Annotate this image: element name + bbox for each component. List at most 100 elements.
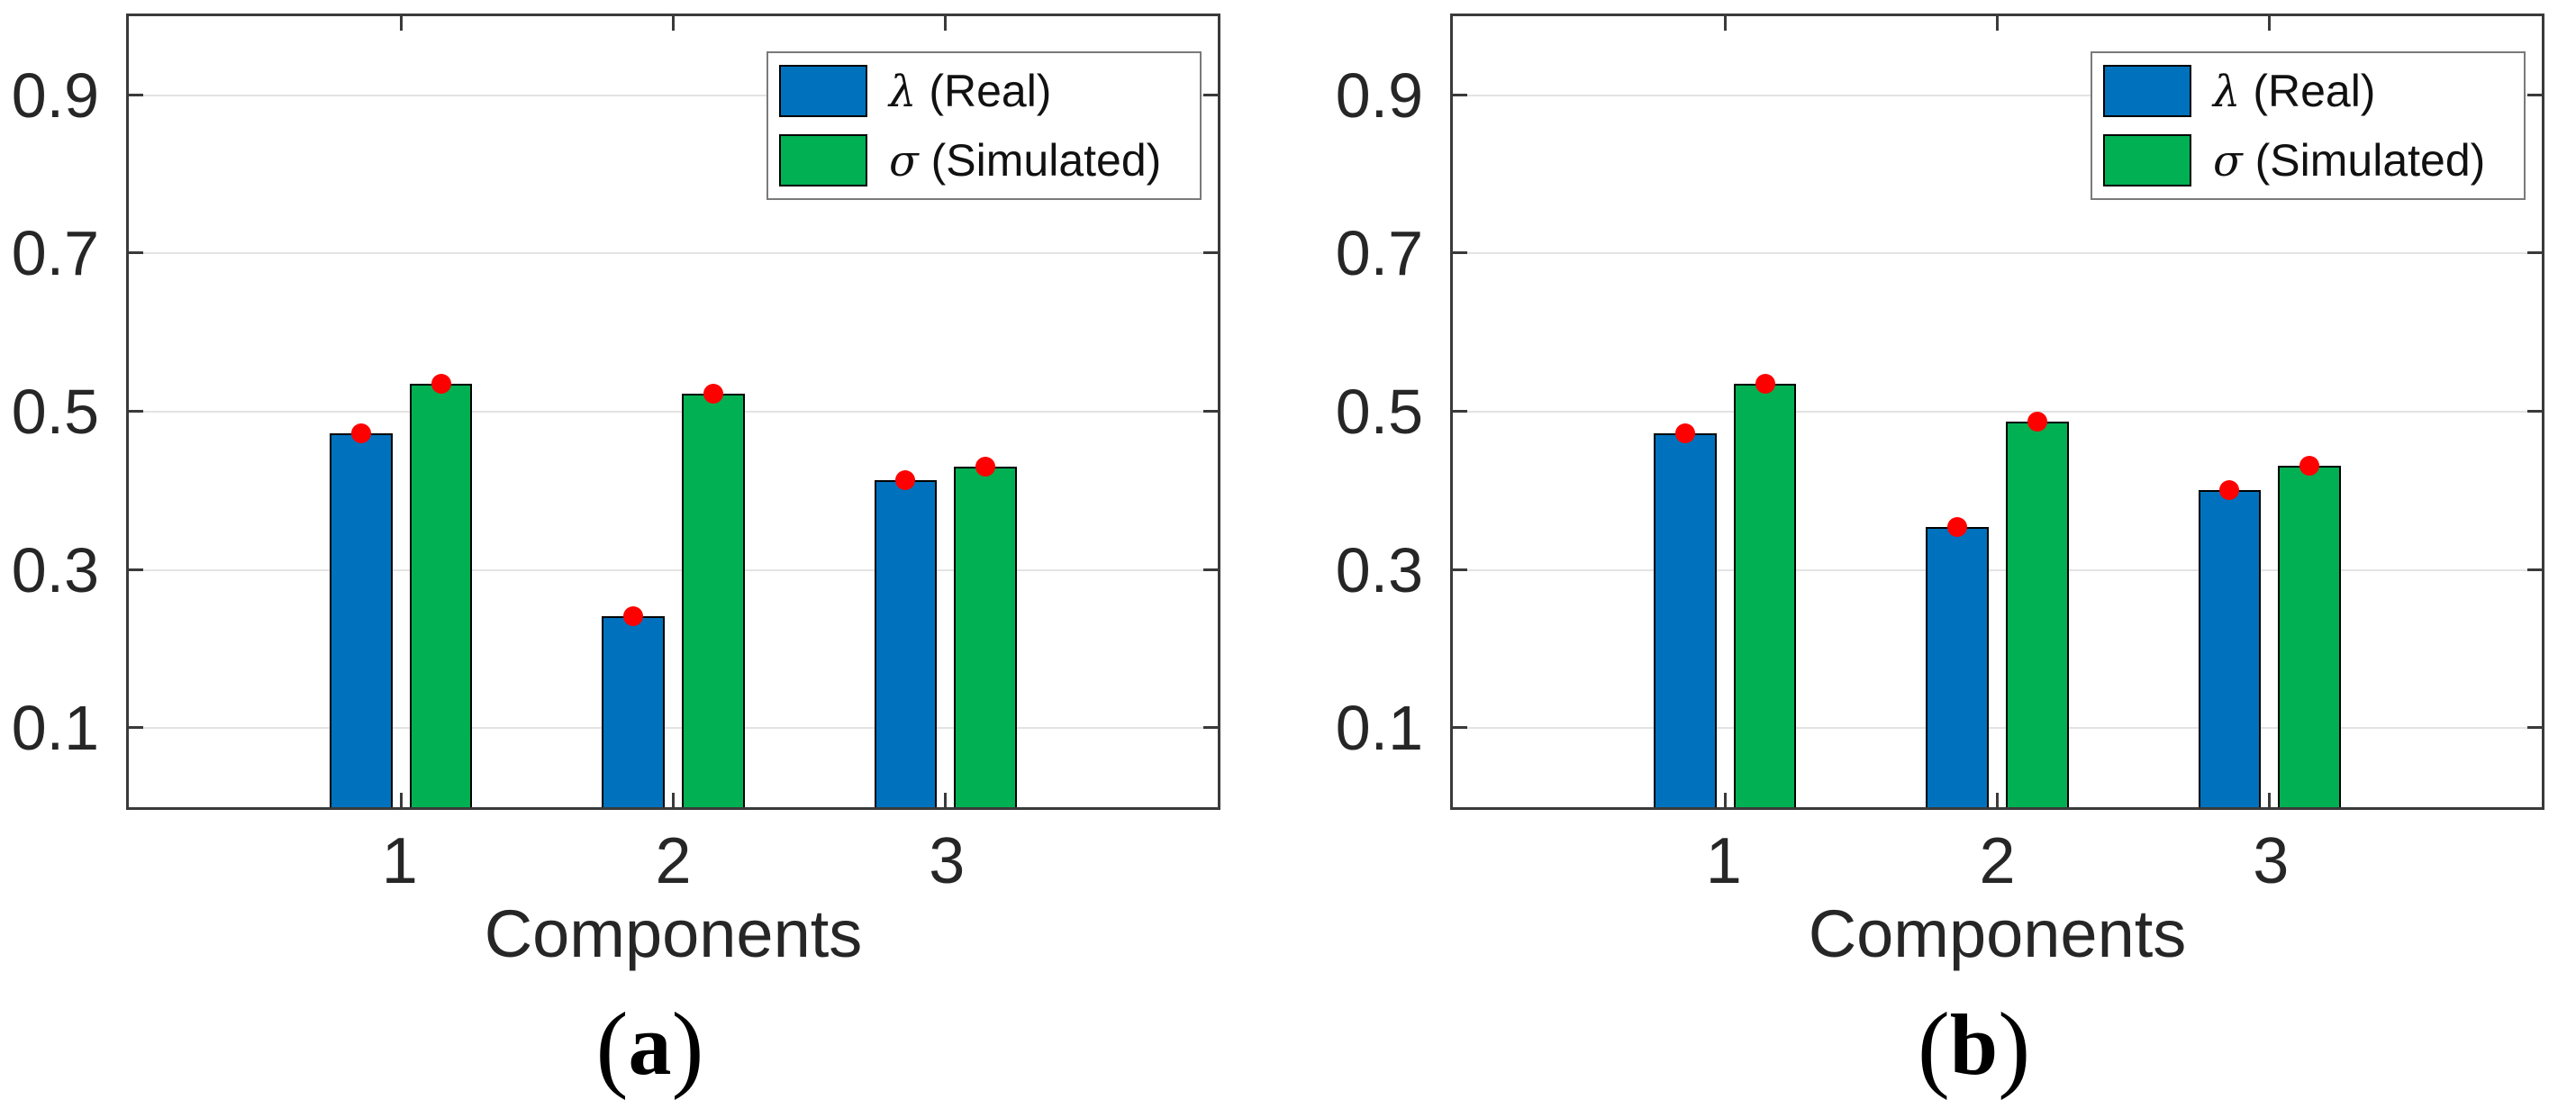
bar-lambda-real — [2198, 489, 2262, 807]
bar-sigma-simulated — [954, 466, 1017, 807]
ytick-mark-left — [129, 251, 143, 255]
bar-sigma-simulated — [1733, 384, 1797, 807]
caption-paren-close: ) — [1998, 994, 2031, 1101]
legend: λ (Real) σ (Simulated) — [766, 51, 1202, 200]
ytick-label: 0.9 — [1335, 59, 1423, 131]
ytick-mark-right — [2527, 93, 2542, 96]
caption-a: (a) — [103, 991, 1197, 1102]
caption-b: (b) — [1427, 991, 2521, 1102]
ytick-mark-left — [129, 410, 143, 413]
legend-text: (Simulated) — [918, 134, 1162, 186]
legend-text: (Real) — [916, 65, 1052, 116]
xtick-label: 3 — [2253, 825, 2290, 897]
bar-lambda-real — [874, 480, 938, 807]
ytick-label: 0.3 — [1335, 534, 1423, 605]
marker-dot — [1947, 517, 1968, 538]
legend-label: σ (Simulated) — [889, 134, 1161, 187]
ytick-label: 0.5 — [11, 377, 99, 447]
bar-lambda-real — [1926, 527, 1990, 807]
legend-symbol: λ — [2213, 66, 2241, 117]
marker-dot — [2219, 479, 2240, 500]
gridline — [1453, 727, 2542, 730]
bar-lambda-real — [1654, 432, 1717, 807]
xtick-mark-bottom — [944, 793, 948, 807]
caption-paren-open: ( — [595, 994, 629, 1101]
gridline — [129, 727, 1218, 730]
caption-paren-close: ) — [671, 994, 704, 1101]
xtick-mark-top — [2268, 16, 2272, 31]
marker-dot — [2027, 412, 2047, 432]
gridline — [1453, 252, 2542, 255]
xlabel-components: Components — [484, 896, 863, 971]
marker-dot — [1674, 423, 1695, 443]
xtick-mark-bottom — [2268, 793, 2272, 807]
legend-text: (Real) — [2240, 65, 2376, 116]
ytick-mark-right — [1203, 251, 1218, 255]
ytick-mark-right — [2527, 726, 2542, 730]
caption-letter: b — [1949, 996, 1999, 1093]
xtick-mark-top — [399, 16, 403, 31]
ytick-label: 0.7 — [11, 218, 99, 289]
legend-label: λ (Real) — [2213, 65, 2375, 118]
legend-symbol: σ — [2213, 135, 2243, 186]
marker-dot — [703, 383, 723, 404]
ytick-label: 0.1 — [11, 693, 99, 764]
xtick-label: 3 — [929, 825, 966, 897]
caption-letter: a — [628, 996, 672, 1093]
axes-b: λ (Real) σ (Simulated) — [1450, 14, 2544, 810]
bar-sigma-simulated — [2278, 465, 2341, 807]
gridline — [129, 568, 1218, 571]
legend-row: λ (Real) — [779, 65, 1200, 118]
caption-paren-open: ( — [1917, 994, 1950, 1101]
legend-swatch-lambda-real — [2103, 65, 2191, 117]
xtick-label: 1 — [381, 825, 418, 897]
legend-text: (Simulated) — [2242, 134, 2486, 186]
legend-swatch-sigma-simulated — [779, 134, 867, 186]
legend-row: σ (Simulated) — [779, 134, 1200, 187]
gridline — [1453, 411, 2542, 413]
ytick-mark-left — [129, 93, 143, 96]
xtick-mark-top — [944, 16, 948, 31]
panel-a: λ (Real) σ (Simulated) Components (a) 0.1… — [11, 14, 1220, 1102]
ytick-label: 0.7 — [1335, 218, 1423, 289]
ytick-mark-right — [1203, 410, 1218, 413]
legend-row: λ (Real) — [2103, 65, 2524, 118]
legend-symbol: λ — [889, 66, 917, 117]
ytick-mark-left — [1453, 251, 1467, 255]
xtick-mark-top — [1996, 16, 1999, 31]
marker-dot — [623, 606, 644, 627]
ytick-mark-right — [1203, 93, 1218, 96]
ytick-mark-right — [2527, 568, 2542, 571]
marker-dot — [431, 374, 451, 395]
legend-label: σ (Simulated) — [2213, 134, 2485, 187]
panel-b: λ (Real) σ (Simulated) Components (b) 0.1… — [1324, 0, 2576, 1109]
gridline — [129, 94, 1218, 96]
legend-label: λ (Real) — [889, 65, 1051, 118]
marker-dot — [2299, 455, 2320, 476]
ytick-label: 0.1 — [1335, 693, 1423, 764]
marker-dot — [1755, 374, 1775, 395]
marker-dot — [895, 470, 916, 491]
xtick-label: 1 — [1705, 825, 1742, 897]
legend-symbol: σ — [889, 135, 919, 186]
legend-swatch-lambda-real — [779, 65, 867, 117]
ytick-mark-left — [129, 568, 143, 571]
xtick-mark-bottom — [399, 793, 403, 807]
xtick-label: 2 — [655, 825, 692, 897]
gridline — [129, 252, 1218, 255]
ytick-label: 0.3 — [11, 534, 99, 605]
bar-sigma-simulated — [409, 384, 473, 807]
legend: λ (Real) σ (Simulated) — [2091, 51, 2526, 200]
gridline — [1453, 568, 2542, 571]
ytick-label: 0.5 — [1335, 377, 1423, 447]
ytick-mark-left — [1453, 726, 1467, 730]
legend-row: σ (Simulated) — [2103, 134, 2524, 187]
xtick-mark-top — [1723, 16, 1727, 31]
axes-a: λ (Real) σ (Simulated) — [126, 14, 1220, 810]
xtick-mark-bottom — [1996, 793, 1999, 807]
ytick-mark-left — [1453, 410, 1467, 413]
ytick-mark-right — [2527, 251, 2542, 255]
xtick-label: 2 — [1979, 825, 2016, 897]
legend-swatch-sigma-simulated — [2103, 134, 2191, 186]
marker-dot — [975, 456, 996, 477]
